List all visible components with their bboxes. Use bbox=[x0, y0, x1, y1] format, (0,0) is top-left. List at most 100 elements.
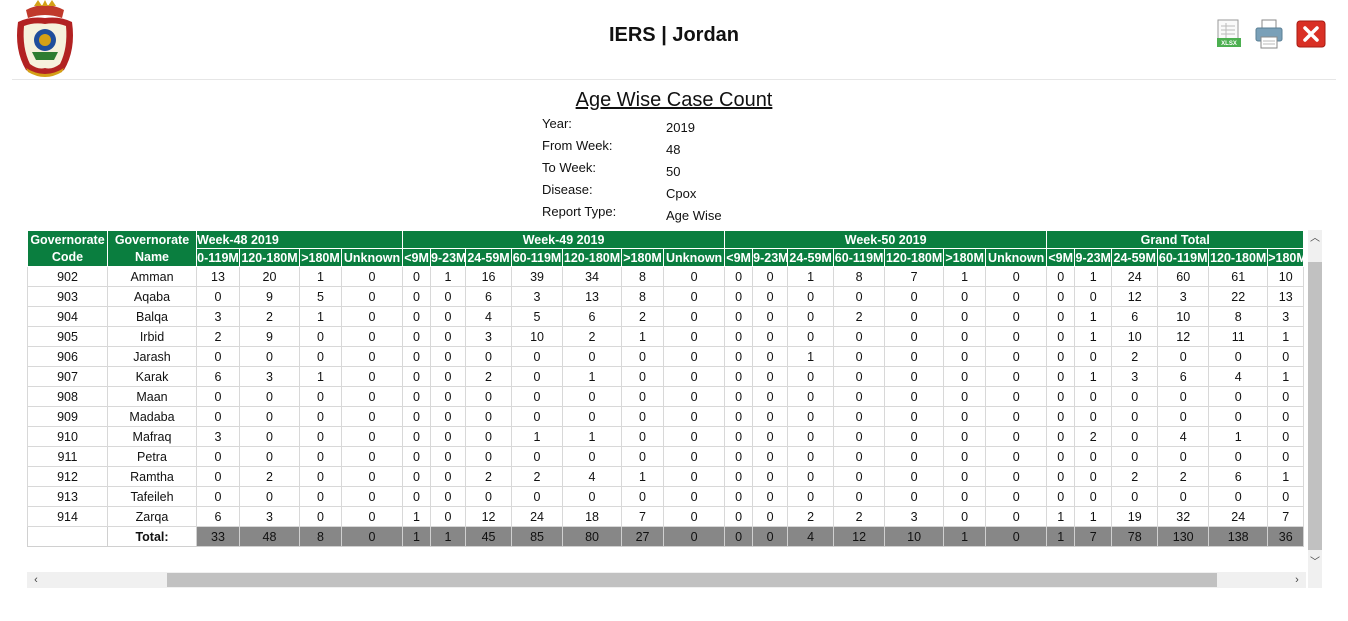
jordan-coat-of-arms-logo bbox=[17, 0, 73, 77]
case-count-cell: 0 bbox=[402, 446, 432, 467]
case-count-cell: 0 bbox=[752, 406, 789, 427]
case-count-cell: 0 bbox=[465, 386, 513, 407]
case-count-cell: 0 bbox=[752, 366, 789, 387]
case-count-cell: 0 bbox=[724, 326, 754, 347]
case-count-cell: 0 bbox=[1074, 466, 1113, 487]
case-count-cell: 0 bbox=[340, 366, 404, 387]
case-count-cell: 0 bbox=[752, 266, 789, 287]
case-count-cell: 0 bbox=[239, 346, 300, 367]
governorate-code-cell: 902 bbox=[27, 266, 108, 287]
case-count-cell: 24 bbox=[1111, 266, 1159, 287]
case-count-cell: 0 bbox=[985, 506, 1048, 527]
case-count-cell: 0 bbox=[340, 406, 404, 427]
governorate-code-cell: 910 bbox=[27, 426, 108, 447]
scroll-up-arrow-icon[interactable]: ︿ bbox=[1310, 233, 1320, 244]
case-count-cell: 0 bbox=[663, 326, 726, 347]
governorate-code-cell: 912 bbox=[27, 466, 108, 487]
case-count-cell: 0 bbox=[239, 406, 300, 427]
age-band-header: Unknown bbox=[663, 248, 726, 267]
total-count-cell: 80 bbox=[562, 526, 623, 547]
governorate-code-cell: 914 bbox=[27, 506, 108, 527]
total-count-cell: 0 bbox=[724, 526, 754, 547]
report-param-value: 48 bbox=[666, 142, 681, 157]
case-count-cell: 0 bbox=[985, 266, 1048, 287]
vertical-scroll-thumb[interactable] bbox=[1308, 262, 1322, 550]
scroll-left-arrow-icon[interactable]: ‹ bbox=[34, 574, 38, 586]
case-count-cell: 10 bbox=[1157, 306, 1210, 327]
case-count-cell: 0 bbox=[196, 346, 240, 367]
case-count-cell: 0 bbox=[752, 446, 789, 467]
case-count-cell: 0 bbox=[752, 306, 789, 327]
case-count-cell: 0 bbox=[1046, 346, 1076, 367]
governorate-name-cell: Aqaba bbox=[107, 286, 197, 307]
case-count-cell: 0 bbox=[1074, 446, 1113, 467]
case-count-cell: 60 bbox=[1157, 266, 1210, 287]
scroll-right-arrow-icon[interactable]: › bbox=[1295, 574, 1299, 586]
age-band-header: <9M bbox=[724, 248, 754, 267]
case-count-cell: 0 bbox=[752, 346, 789, 367]
case-count-cell: 0 bbox=[1157, 446, 1210, 467]
case-count-cell: 0 bbox=[1074, 486, 1113, 507]
case-count-cell: 24 bbox=[1208, 506, 1269, 527]
case-count-cell: 0 bbox=[985, 306, 1048, 327]
case-count-cell: 0 bbox=[833, 486, 886, 507]
governorate-name-cell: Zarqa bbox=[107, 506, 197, 527]
case-count-cell: 2 bbox=[1111, 466, 1159, 487]
case-count-cell: 0 bbox=[1046, 286, 1076, 307]
total-count-cell: 7 bbox=[1074, 526, 1113, 547]
export-xlsx-icon[interactable]: XLSX bbox=[1214, 18, 1244, 50]
case-count-cell: 0 bbox=[402, 266, 432, 287]
case-count-cell: 3 bbox=[465, 326, 513, 347]
report-param-label: Year: bbox=[542, 116, 572, 131]
age-band-header: 9-23M bbox=[1074, 248, 1113, 267]
case-count-cell: 0 bbox=[299, 346, 342, 367]
table-row: 907 Karak 6 3 1 0 0 0 2 0 1 0 0 0 0 0 0 0 0 0 0 1 3 6 4 1 bbox=[27, 366, 1305, 387]
case-count-cell: 0 bbox=[1111, 406, 1159, 427]
case-count-cell: 0 bbox=[943, 486, 987, 507]
governorate-name-cell: Madaba bbox=[107, 406, 197, 427]
case-count-cell: 0 bbox=[1046, 466, 1076, 487]
case-count-cell: 0 bbox=[340, 466, 404, 487]
case-count-cell: 0 bbox=[1074, 286, 1113, 307]
total-count-cell: 12 bbox=[833, 526, 886, 547]
case-count-cell: 0 bbox=[1046, 266, 1076, 287]
total-count-cell: 0 bbox=[985, 526, 1048, 547]
case-count-cell: 0 bbox=[1111, 486, 1159, 507]
table-row: 910 Mafraq 3 0 0 0 0 0 0 1 1 0 0 0 0 0 0 0 0 0 0 2 0 4 1 0 bbox=[27, 426, 1305, 447]
report-table-viewport[interactable]: Governorate Code Governorate Name Week-48 … bbox=[27, 230, 1306, 554]
case-count-cell: 0 bbox=[621, 446, 665, 467]
case-count-cell: 34 bbox=[562, 266, 623, 287]
table-row: 906 Jarash 0 0 0 0 0 0 0 0 0 0 0 0 0 1 0 0 0 0 0 0 2 0 0 0 bbox=[27, 346, 1305, 367]
age-band-header: 60-119M bbox=[511, 248, 564, 267]
case-count-cell: 1 bbox=[511, 426, 564, 447]
horizontal-scroll-thumb[interactable] bbox=[167, 573, 1217, 587]
case-count-cell: 0 bbox=[833, 446, 886, 467]
table-row: 903 Aqaba 0 9 5 0 0 0 6 3 13 8 0 0 0 0 0 0 0 0 0 0 12 3 22 13 bbox=[27, 286, 1305, 307]
case-count-cell: 0 bbox=[430, 486, 467, 507]
governorate-code-cell: 904 bbox=[27, 306, 108, 327]
age-band-header: 120-180M bbox=[1208, 248, 1269, 267]
case-count-cell: 3 bbox=[1267, 306, 1305, 327]
case-count-cell: 0 bbox=[663, 446, 726, 467]
report-param-value: Cpox bbox=[666, 186, 697, 201]
print-icon[interactable] bbox=[1254, 18, 1284, 50]
horizontal-scrollbar[interactable]: ‹ › bbox=[27, 572, 1306, 588]
case-count-cell: 0 bbox=[430, 406, 467, 427]
case-count-cell: 13 bbox=[196, 266, 240, 287]
case-count-cell: 0 bbox=[787, 306, 835, 327]
case-count-cell: 1 bbox=[1267, 366, 1305, 387]
case-count-cell: 2 bbox=[787, 506, 835, 527]
case-count-cell: 61 bbox=[1208, 266, 1269, 287]
case-count-cell: 0 bbox=[196, 486, 240, 507]
report-title: Age Wise Case Count bbox=[575, 89, 773, 111]
case-count-cell: 0 bbox=[985, 426, 1048, 447]
total-count-cell: 8 bbox=[299, 526, 342, 547]
vertical-scrollbar[interactable]: ︿ ﹀ bbox=[1308, 230, 1322, 572]
total-count-cell: 0 bbox=[663, 526, 726, 547]
scroll-down-arrow-icon[interactable]: ﹀ bbox=[1310, 557, 1320, 568]
close-icon[interactable] bbox=[1296, 18, 1326, 50]
case-count-cell: 13 bbox=[1267, 286, 1305, 307]
age-band-header: 24-59M bbox=[465, 248, 513, 267]
case-count-cell: 5 bbox=[299, 286, 342, 307]
case-count-cell: 0 bbox=[340, 346, 404, 367]
